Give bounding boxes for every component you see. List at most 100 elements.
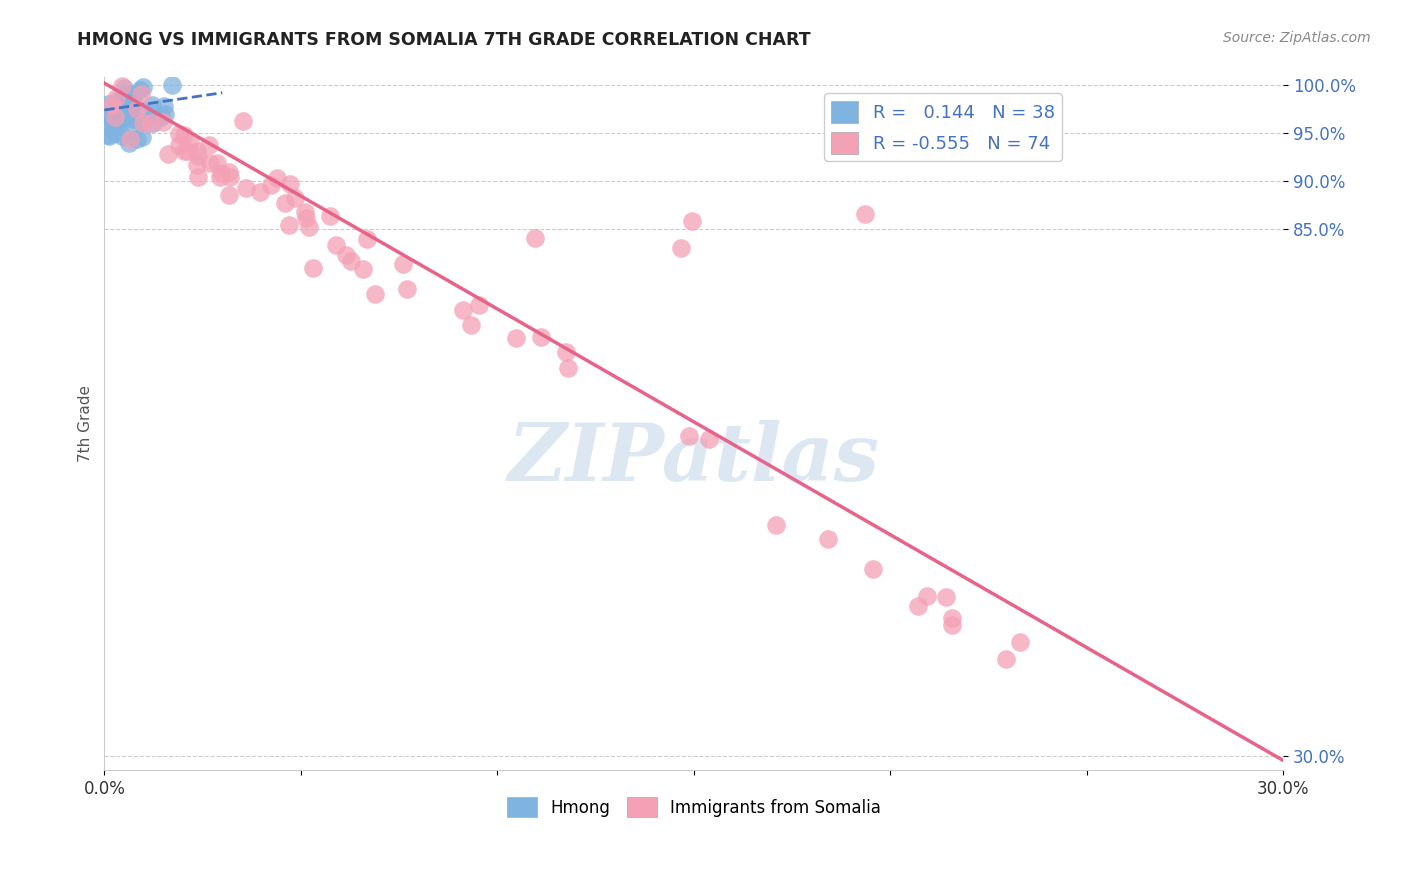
Point [111, 128, 134, 143]
Point [907, 599, 929, 614]
Point [105, 91, 128, 105]
Point [108, 120, 131, 134]
Point [505, 331, 527, 345]
Point [697, 432, 720, 446]
Point [108, 112, 131, 127]
Point [101, 97, 124, 112]
Point [139, 116, 162, 130]
Point [186, 158, 208, 172]
Point [176, 144, 198, 158]
Point [209, 166, 232, 180]
Point [274, 196, 297, 211]
Point [187, 149, 209, 163]
Point [325, 238, 347, 252]
Point [97, 110, 120, 124]
Point [111, 95, 134, 109]
Point [235, 181, 257, 195]
Point [167, 138, 190, 153]
Point [115, 105, 138, 120]
Point [335, 248, 357, 262]
Point [125, 102, 148, 116]
Point [681, 214, 703, 228]
Point [120, 87, 142, 101]
Point [218, 165, 240, 179]
Point [363, 287, 385, 301]
Point [124, 121, 146, 136]
Point [765, 517, 787, 532]
Point [266, 170, 288, 185]
Point [128, 83, 150, 97]
Point [179, 134, 201, 148]
Point [295, 211, 318, 225]
Point [121, 112, 143, 126]
Point [118, 132, 141, 146]
Point [115, 95, 138, 110]
Point [1010, 634, 1032, 648]
Point [131, 87, 153, 101]
Point [131, 115, 153, 129]
Point [112, 110, 135, 124]
Point [131, 129, 153, 144]
Point [197, 138, 219, 153]
Point [152, 115, 174, 129]
Point [105, 94, 128, 108]
Point [853, 207, 876, 221]
Point [117, 136, 139, 150]
Point [554, 344, 576, 359]
Point [205, 156, 228, 170]
Point [395, 282, 418, 296]
Point [451, 303, 474, 318]
Point [132, 79, 155, 94]
Point [278, 177, 301, 191]
Point [249, 185, 271, 199]
Point [994, 652, 1017, 666]
Point [260, 178, 283, 192]
Point [200, 156, 222, 170]
Point [284, 191, 307, 205]
Point [941, 618, 963, 632]
Point [173, 144, 195, 158]
Point [142, 106, 165, 120]
Point [107, 118, 129, 132]
Point [392, 256, 415, 270]
Point [100, 112, 122, 127]
Point [523, 231, 546, 245]
Point [817, 532, 839, 546]
Point [149, 110, 172, 124]
Text: ZIPatlas: ZIPatlas [508, 419, 880, 497]
Point [277, 219, 299, 233]
Point [294, 205, 316, 219]
Y-axis label: 7th Grade: 7th Grade [79, 385, 93, 462]
Point [97, 97, 120, 112]
Point [127, 132, 149, 146]
Point [530, 330, 553, 344]
Point [231, 113, 253, 128]
Point [460, 318, 482, 332]
Point [302, 260, 325, 275]
Point [209, 169, 232, 184]
Point [356, 232, 378, 246]
Point [104, 111, 127, 125]
Point [935, 590, 957, 604]
Point [153, 107, 176, 121]
Point [319, 209, 342, 223]
Point [862, 562, 884, 576]
Point [105, 126, 128, 140]
Point [352, 262, 374, 277]
Text: HMONG VS IMMIGRANTS FROM SOMALIA 7TH GRADE CORRELATION CHART: HMONG VS IMMIGRANTS FROM SOMALIA 7TH GRA… [77, 31, 811, 49]
Point [219, 169, 242, 184]
Point [167, 127, 190, 141]
Point [124, 96, 146, 111]
Point [669, 241, 692, 255]
Point [298, 219, 321, 234]
Point [132, 116, 155, 130]
Point [121, 93, 143, 107]
Point [173, 128, 195, 142]
Point [98, 129, 121, 144]
Point [218, 188, 240, 202]
Legend: Hmong, Immigrants from Somalia: Hmong, Immigrants from Somalia [501, 790, 887, 824]
Point [141, 116, 163, 130]
Point [186, 144, 208, 158]
Point [339, 253, 361, 268]
Point [141, 97, 163, 112]
